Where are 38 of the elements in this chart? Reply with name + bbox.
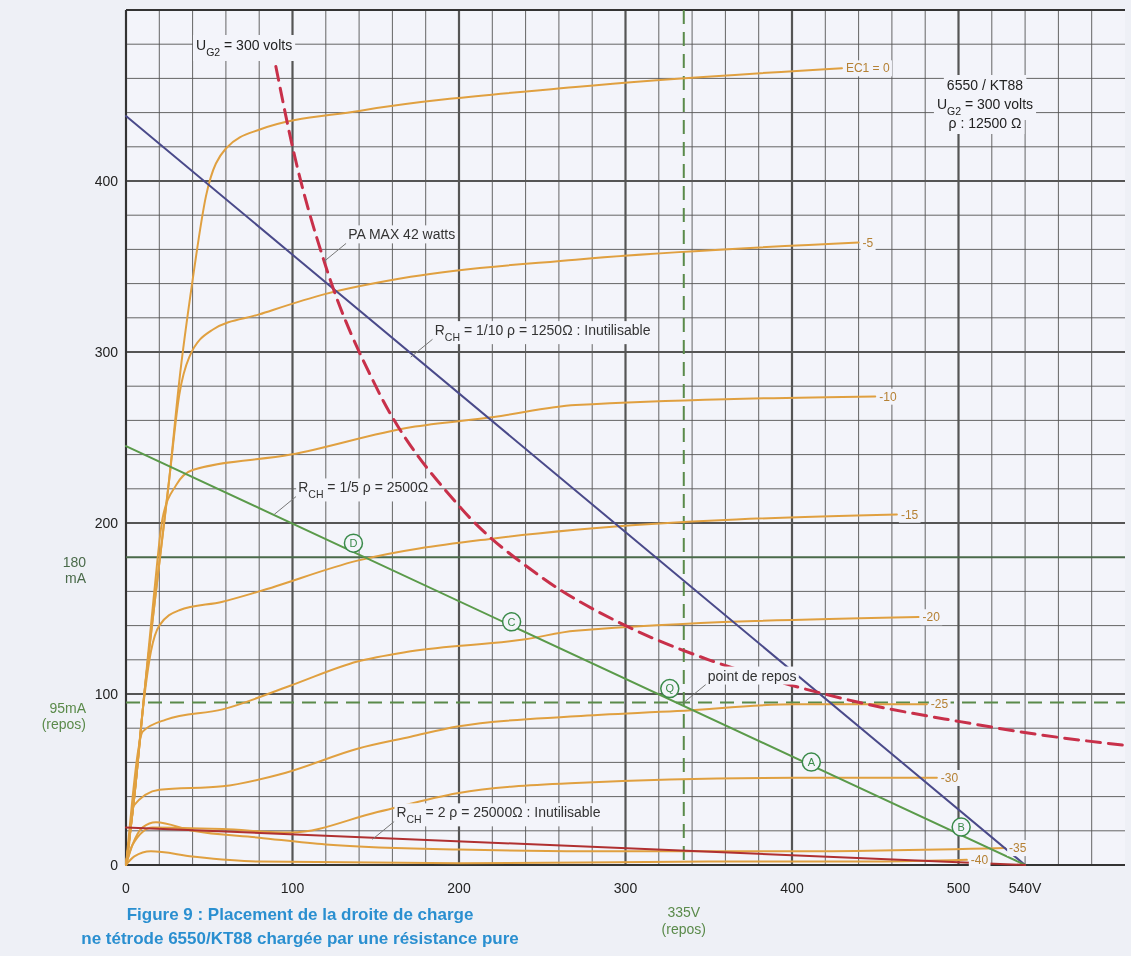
annotation: point de repos xyxy=(707,667,797,684)
annotation: R$_{CH}$ = 1/10 ρ = 1250Ω : Inutilisable xyxy=(434,322,651,344)
x-tick-label: 400 xyxy=(780,880,804,896)
series-label: -25 xyxy=(930,697,949,712)
series-label: -40 xyxy=(970,853,989,868)
annotation: B xyxy=(957,820,965,833)
ref-line-label: 95mA (repos) xyxy=(41,699,87,732)
x-tick-label: 540V xyxy=(1008,880,1043,896)
series-label: -30 xyxy=(940,770,959,785)
ref-line-label: 335V (repos) xyxy=(661,904,706,937)
series-label: -5 xyxy=(862,235,874,250)
x-tick-label: 500 xyxy=(946,880,971,896)
annotation: A xyxy=(807,755,816,768)
y-tick-label: 400 xyxy=(94,173,119,189)
x-tick-label: 300 xyxy=(613,880,638,896)
series-label: -35 xyxy=(1009,841,1027,856)
series-label: -20 xyxy=(922,610,941,625)
annotation: D xyxy=(349,537,358,550)
annotation: R$_{CH}$ = 2 ρ = 25000Ω : Inutilisable xyxy=(396,804,601,826)
text: ne tétrode 6550/KT88 chargée par une résistance pure xyxy=(81,929,519,948)
series-label: -15 xyxy=(900,507,919,522)
y-tick-label: 200 xyxy=(94,515,119,531)
x-tick-label: 0 xyxy=(122,880,131,896)
y-tick-label: 0 xyxy=(110,857,119,873)
annotation: R$_{CH}$ = 1/5 ρ = 2500Ω xyxy=(298,479,429,501)
y-tick-label: 100 xyxy=(94,686,119,702)
annotation: U$_{G2}$ = 300 volts xyxy=(196,37,293,58)
ref-line-label: 180 mA xyxy=(62,554,87,587)
annotation: PA MAX 42 watts xyxy=(348,226,456,243)
annotation: 6550 / KT88 U$_{G2}$ = 300 volts ρ : 12500 Ω xyxy=(936,77,1034,131)
series-label: EC1 = 0 xyxy=(845,61,890,76)
y-tick-label: 300 xyxy=(94,344,119,360)
annotation: Q xyxy=(665,682,675,695)
series-label: -10 xyxy=(879,389,897,404)
x-tick-label: 100 xyxy=(280,880,305,896)
text: Figure 9 : Placement de la droite de charge xyxy=(126,905,474,924)
x-tick-label: 200 xyxy=(447,880,471,896)
annotation: C xyxy=(507,615,516,628)
